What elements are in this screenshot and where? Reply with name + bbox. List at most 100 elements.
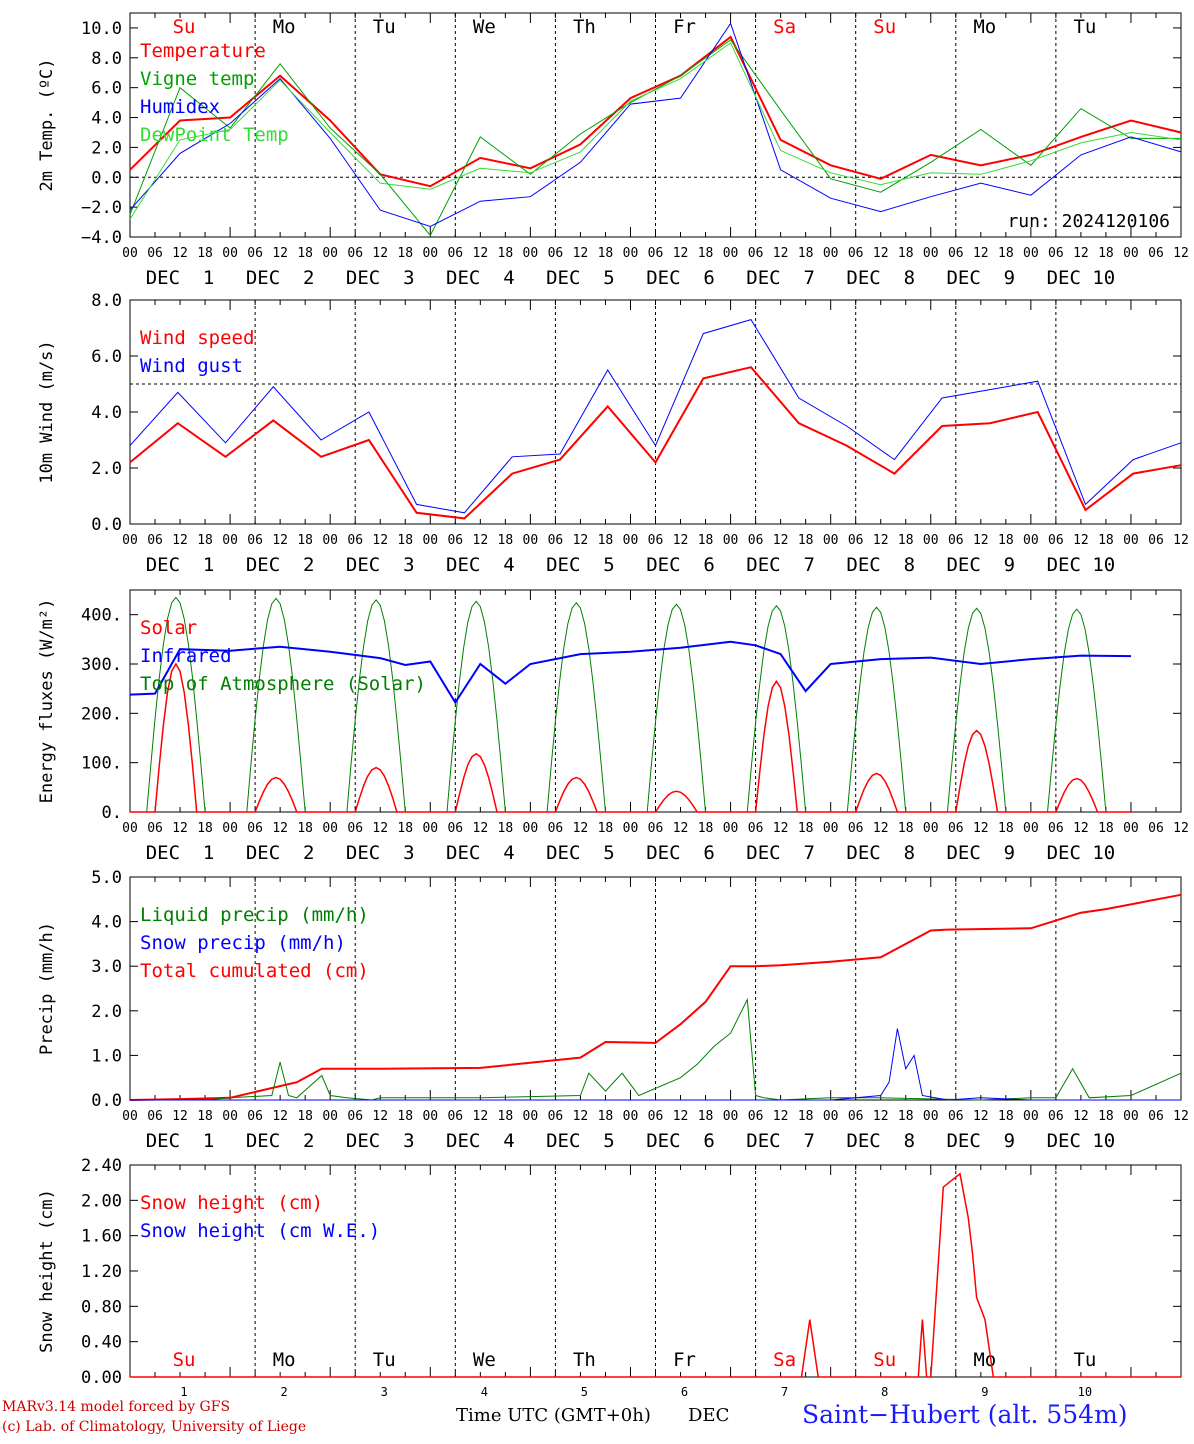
precip-hour-label: 06 <box>948 1109 964 1124</box>
temperature-hour-label: 12 <box>773 246 789 261</box>
snow-day-number: 1 <box>180 1385 187 1399</box>
precip-y-tick-label: 1.0 <box>91 1046 122 1066</box>
precip-hour-label: 12 <box>1173 1109 1189 1124</box>
temperature-y-tick-label: −2.0 <box>81 198 122 218</box>
snow-day-name: Tu <box>1073 1349 1096 1371</box>
wind-hour-label: 12 <box>573 533 589 548</box>
precip-y-axis-title: Precip (mm/h) <box>37 922 57 1055</box>
wind-y-tick-label: 8.0 <box>91 291 122 311</box>
snow-y-axis-title: Snow height (cm) <box>37 1189 57 1353</box>
snow-day-number: 3 <box>381 1385 388 1399</box>
precip-legend-entry: Snow precip (mm/h) <box>140 932 346 954</box>
snow-day-number: 5 <box>581 1385 588 1399</box>
precip-hour-label: 12 <box>673 1109 689 1124</box>
temperature-y-tick-label: 2.0 <box>91 138 122 158</box>
temperature-hour-label: 00 <box>523 246 539 261</box>
snow-y-tick-label: 2.00 <box>81 1191 122 1211</box>
temperature-day-name: We <box>473 16 496 38</box>
wind-hour-label: 18 <box>297 533 313 548</box>
precip-hour-label: 12 <box>873 1109 889 1124</box>
energy-date-label: DEC 6 <box>646 842 715 864</box>
energy-date-label: DEC 4 <box>446 842 515 864</box>
temperature-hour-label: 18 <box>498 246 514 261</box>
wind-y-axis-title: 10m Wind (m/s) <box>37 340 57 483</box>
wind-hour-label: 18 <box>698 533 714 548</box>
temperature-hour-label: 06 <box>848 246 864 261</box>
wind-date-label: DEC 1 <box>146 554 215 576</box>
precip-hour-label: 06 <box>748 1109 764 1124</box>
station-name: Saint−Hubert (alt. 554m) <box>802 1400 1128 1429</box>
energy-hour-label: 18 <box>698 821 714 836</box>
snow-day-name: We <box>473 1349 496 1371</box>
temperature-day-name: Tu <box>1073 16 1096 38</box>
precip-date-label: DEC 8 <box>846 1130 915 1152</box>
wind-date-label: DEC 5 <box>546 554 615 576</box>
wind-legend-entry: Wind gust <box>140 355 243 377</box>
temperature-hour-label: 00 <box>422 246 438 261</box>
wind-date-label: DEC 2 <box>246 554 315 576</box>
energy-date-label: DEC 2 <box>246 842 315 864</box>
wind-hour-label: 06 <box>1148 533 1164 548</box>
energy-hour-label: 18 <box>397 821 413 836</box>
temperature-hour-label: 12 <box>372 246 388 261</box>
energy-hour-label: 06 <box>1048 821 1064 836</box>
temperature-hour-label: 18 <box>1098 246 1114 261</box>
precip-hour-label: 12 <box>973 1109 989 1124</box>
energy-hour-label: 00 <box>723 821 739 836</box>
wind-hour-label: 18 <box>498 533 514 548</box>
energy-hour-label: 00 <box>923 821 939 836</box>
snow-day-number: 10 <box>1078 1385 1092 1399</box>
energy-hour-label: 12 <box>873 821 889 836</box>
precip-date-label: DEC 4 <box>446 1130 515 1152</box>
snow-y-tick-label: 2.40 <box>81 1156 122 1176</box>
precip-legend-entry: Liquid precip (mm/h) <box>140 904 369 926</box>
precip-hour-label: 00 <box>422 1109 438 1124</box>
wind-hour-label: 18 <box>998 533 1014 548</box>
snow-series-snow-height-cm- <box>130 1172 1181 1378</box>
energy-date-label: DEC 3 <box>346 842 415 864</box>
wind-hour-label: 12 <box>172 533 188 548</box>
energy-hour-label: 12 <box>473 821 489 836</box>
wind-date-label: DEC 10 <box>1047 554 1116 576</box>
energy-y-tick-label: 400. <box>81 606 122 626</box>
temperature-series-vigne-temp <box>129 39 1181 237</box>
precip-hour-label: 00 <box>1023 1109 1039 1124</box>
precip-hour-label: 00 <box>322 1109 338 1124</box>
wind-hour-label: 18 <box>397 533 413 548</box>
energy-y-tick-label: 200. <box>81 704 122 724</box>
energy-hour-label: 12 <box>1073 821 1089 836</box>
energy-date-label: DEC 10 <box>1047 842 1116 864</box>
energy-hour-label: 12 <box>773 821 789 836</box>
temperature-hour-label: 12 <box>1073 246 1089 261</box>
precip-hour-label: 18 <box>1098 1109 1114 1124</box>
energy-hour-label: 00 <box>422 821 438 836</box>
energy-date-label: DEC 7 <box>746 842 815 864</box>
precip-hour-label: 06 <box>548 1109 564 1124</box>
precip-y-tick-label: 0.0 <box>91 1091 122 1111</box>
precip-hour-label: 00 <box>222 1109 238 1124</box>
precip-hour-label: 12 <box>473 1109 489 1124</box>
energy-hour-label: 06 <box>648 821 664 836</box>
temperature-hour-label: 00 <box>322 246 338 261</box>
temperature-hour-label: 00 <box>823 246 839 261</box>
energy-date-label: DEC 8 <box>846 842 915 864</box>
snow-day-number: 8 <box>881 1385 888 1399</box>
energy-hour-label: 18 <box>297 821 313 836</box>
snow-day-number: 6 <box>681 1385 688 1399</box>
precip-date-label: DEC 10 <box>1047 1130 1116 1152</box>
wind-y-tick-label: 0.0 <box>91 515 122 535</box>
energy-hour-label: 06 <box>548 821 564 836</box>
precip-hour-label: 18 <box>498 1109 514 1124</box>
temperature-hour-label: 06 <box>1148 246 1164 261</box>
wind-date-label: DEC 8 <box>846 554 915 576</box>
temperature-day-name: Th <box>573 16 596 38</box>
wind-hour-label: 06 <box>648 533 664 548</box>
energy-hour-label: 00 <box>823 821 839 836</box>
precip-hour-label: 06 <box>347 1109 363 1124</box>
temperature-series-temperature <box>129 35 1182 188</box>
temperature-day-name: Fr <box>673 16 696 38</box>
temperature-hour-label: 18 <box>197 246 213 261</box>
temperature-date-label: DEC 2 <box>246 267 315 289</box>
wind-series-wind-gust <box>129 319 1182 514</box>
precip-hour-label: 06 <box>147 1109 163 1124</box>
